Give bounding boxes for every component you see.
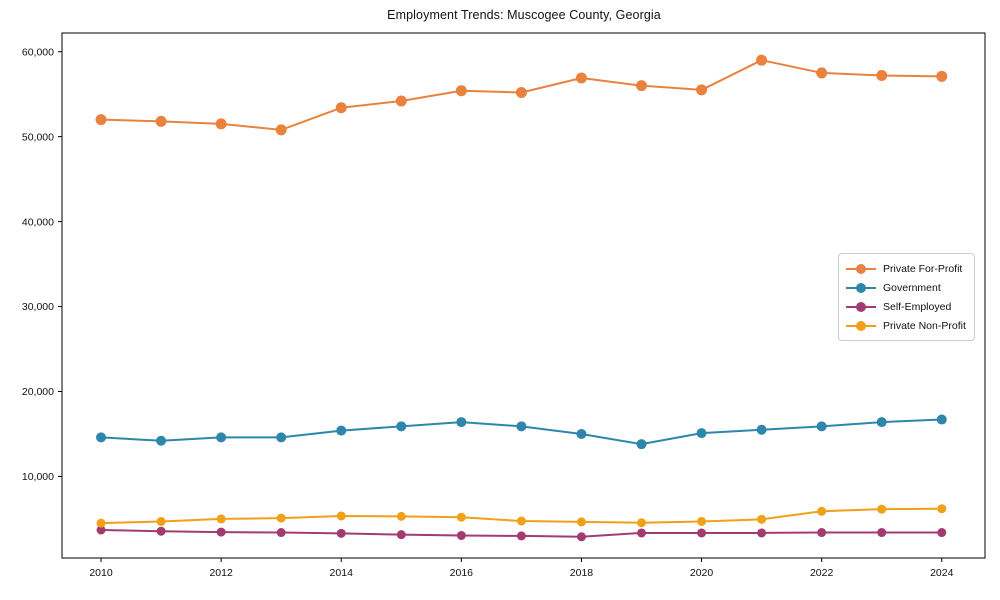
data-point [936,414,947,425]
x-tick-label: 2012 [209,567,233,579]
y-tick-label: 10,000 [22,471,54,483]
y-tick-label: 50,000 [22,131,54,143]
data-point [155,115,167,127]
data-point [937,528,947,538]
data-point [396,530,406,540]
data-point [455,85,467,97]
data-point [95,114,107,126]
legend-item-government: Government [846,278,968,297]
data-point [156,526,166,536]
legend-item-private-non-profit: Private Non-Profit [846,316,968,335]
data-point [636,80,648,92]
data-point [876,69,888,81]
data-point [216,527,226,537]
data-point [877,528,887,538]
y-tick-label: 40,000 [22,216,54,228]
data-point [757,528,767,538]
plot-border [61,32,986,559]
x-tick-label: 2014 [330,567,354,579]
y-tick-label: 30,000 [22,301,54,313]
data-point [636,439,647,450]
legend-line-marker-icon [846,263,876,274]
x-tick-label: 2020 [690,567,714,579]
x-tick-label: 2024 [930,567,954,579]
x-tick-label: 2018 [570,567,594,579]
data-point [696,428,707,439]
data-point [456,530,466,540]
data-point [756,54,768,66]
chart-title: Employment Trends: Muscogee County, Geor… [387,8,661,22]
data-point [275,124,287,136]
data-point [96,525,106,535]
data-point [516,531,526,541]
legend-line-marker-icon [846,282,876,293]
data-point [817,528,827,538]
legend: Private For-Profit Government Self-Emplo… [838,253,975,341]
data-point [395,95,407,107]
data-point [637,528,647,538]
data-point [877,504,887,514]
x-tick-label: 2016 [450,567,474,579]
data-point [576,517,586,527]
data-point [216,432,227,443]
x-tick-label: 2010 [89,567,113,579]
legend-label: Government [883,281,941,294]
data-point [757,514,767,524]
data-point [156,516,166,526]
data-point [696,84,708,96]
data-point [876,417,887,428]
data-point [156,435,167,446]
data-point [336,425,347,436]
legend-item-self-employed: Self-Employed [846,297,968,316]
x-tick-label: 2022 [810,567,834,579]
data-point [817,506,827,516]
data-point [756,424,767,435]
data-point [276,432,287,443]
legend-label: Self-Employed [883,300,952,313]
data-point [276,513,286,523]
data-point [816,421,827,432]
data-point [516,516,526,526]
data-point [216,514,226,524]
data-point [396,511,406,521]
data-point [396,421,407,432]
data-point [276,528,286,538]
data-point [335,102,347,114]
data-point [96,432,107,443]
data-point [515,86,527,98]
data-point [576,532,586,542]
legend-item-private-for-profit: Private For-Profit [846,259,968,278]
data-point [96,518,106,528]
data-point [637,518,647,528]
y-tick-label: 60,000 [22,46,54,58]
data-point [937,504,947,514]
data-point [575,72,587,84]
legend-label: Private For-Profit [883,262,963,275]
data-point [456,512,466,522]
data-point [816,67,828,79]
legend-line-marker-icon [846,301,876,312]
data-point [516,421,527,432]
data-point [336,528,346,538]
data-point [456,417,467,428]
data-point [215,118,227,130]
data-point [697,516,707,526]
y-tick-label: 20,000 [22,386,54,398]
data-point [576,428,587,439]
data-point [936,70,948,82]
data-point [697,528,707,538]
data-point [336,511,346,521]
legend-label: Private Non-Profit [883,319,966,332]
legend-line-marker-icon [846,320,876,331]
